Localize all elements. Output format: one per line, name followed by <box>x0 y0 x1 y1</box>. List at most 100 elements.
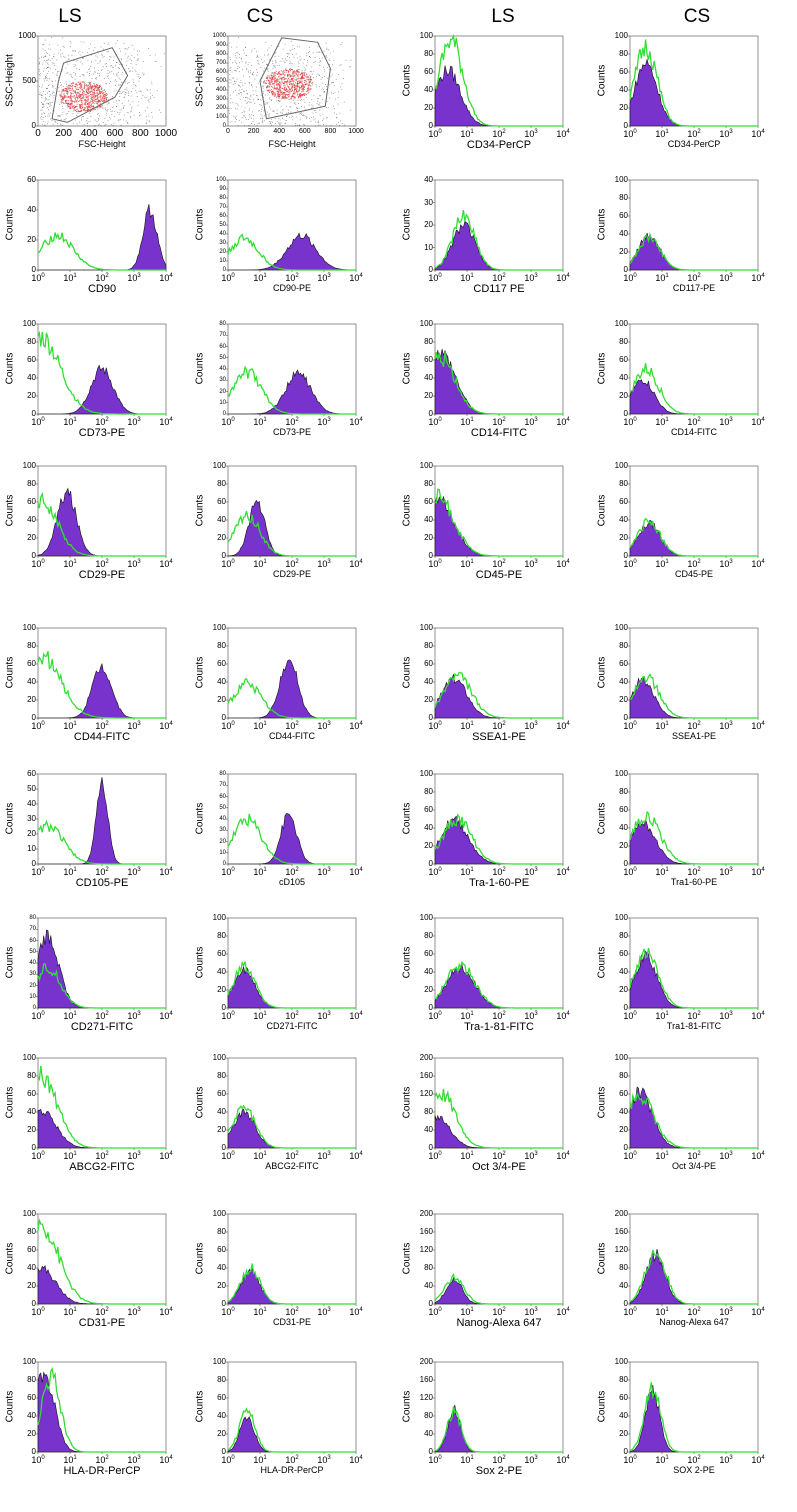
y-tick-label: 20 <box>619 985 628 994</box>
x-tick-label: 101 <box>460 417 474 427</box>
y-tick-label: 0 <box>428 713 433 722</box>
x-tick-label: 101 <box>655 559 669 569</box>
x-tick-label: 100 <box>221 559 235 569</box>
x-tick-label: 102 <box>285 721 299 731</box>
y-tick-label: 60 <box>219 213 226 219</box>
y-axis-label: Counts <box>194 352 206 385</box>
x-tick-label: 102 <box>687 1151 701 1161</box>
y-tick-label: 80 <box>619 1071 628 1080</box>
y-tick-label: 0 <box>623 1447 628 1456</box>
x-tick-label: 400 <box>80 128 98 139</box>
y-tick-label: 60 <box>27 355 36 364</box>
y-tick-label: 20 <box>619 391 628 400</box>
y-tick-label: 20 <box>217 985 226 994</box>
x-tick-label: 102 <box>687 129 701 139</box>
x-tick-label: 100 <box>221 867 235 877</box>
x-tick-label: 101 <box>460 129 474 139</box>
y-tick-label: 80 <box>619 479 628 488</box>
y-tick-label: 40 <box>619 1411 628 1420</box>
isotype-histogram <box>227 960 356 1009</box>
plot-svg: 100 101 102 103 104 <box>31 179 173 283</box>
x-tick-label: 102 <box>285 867 299 877</box>
x-tick-label: 100 <box>31 867 45 877</box>
histogram-panel: 100 101 102 103 104 0 20 40 60 80 100 Tra1-81-FITC C… <box>597 912 766 1031</box>
y-tick-label: 60 <box>27 1245 36 1254</box>
y-tick-label: 0 <box>428 1447 433 1456</box>
y-tick-label: 80 <box>619 193 628 202</box>
x-tick-label: 100 <box>221 1151 235 1161</box>
x-tick-label: 104 <box>751 867 765 877</box>
histogram-panel: 100 101 102 103 104 0 20 40 60 80 100 CD45-PE Counts <box>402 460 571 581</box>
y-axis-label: Counts <box>194 1086 206 1119</box>
plot-svg: 100 101 102 103 104 <box>31 465 173 569</box>
x-tick-label: 104 <box>751 1011 765 1021</box>
x-tick-label: 104 <box>349 1307 363 1317</box>
x-tick-label: 100 <box>31 1455 45 1465</box>
y-tick-label: 20 <box>619 1125 628 1134</box>
x-tick-label: 101 <box>63 1151 77 1161</box>
plot-svg: 100 101 102 103 104 <box>31 773 173 877</box>
y-tick-label: 600 <box>215 69 226 75</box>
x-tick-label: 100 <box>221 721 235 731</box>
x-tick-label: 101 <box>460 559 474 569</box>
y-tick-label: 0 <box>623 859 628 868</box>
stained-histogram <box>37 1371 166 1453</box>
y-axis-label: Counts <box>401 1390 413 1423</box>
x-axis-label: SSEA1-PE <box>671 731 717 741</box>
y-tick-label: 100 <box>22 319 36 328</box>
stained-histogram <box>228 659 356 719</box>
y-tick-label: 0 <box>428 551 433 560</box>
x-tick-label: 100 <box>623 721 637 731</box>
x-tick-label: 100 <box>428 1011 442 1021</box>
y-tick-label: 60 <box>619 805 628 814</box>
y-tick-label: 80 <box>217 1375 226 1384</box>
y-tick-label: 20 <box>27 829 36 838</box>
plot-svg: 100 101 102 103 104 <box>221 179 363 283</box>
plot-svg: 100 101 102 103 104 <box>221 1057 363 1161</box>
isotype-histogram <box>434 671 563 719</box>
histogram-panel: 100 101 102 103 104 0 20 40 60 80 100 Tra1-60-PE Cou… <box>597 768 766 887</box>
y-axis-label: Counts <box>596 1242 608 1275</box>
y-tick-label: 60 <box>424 67 433 76</box>
x-axis-label: CD271-FITC <box>266 1021 318 1031</box>
y-tick-label: 80 <box>219 195 226 201</box>
y-tick-label: 80 <box>619 1263 628 1272</box>
y-tick-label: 50 <box>219 354 226 361</box>
stained-histogram <box>629 379 758 415</box>
x-tick-label: 101 <box>655 417 669 427</box>
x-tick-label: 800 <box>132 128 149 139</box>
histogram-panel: 100 101 102 103 104 0 20 40 60 80 100 HLA-DR-PerCP C… <box>195 1356 364 1475</box>
x-axis-label: CD14-FITC <box>470 427 528 439</box>
x-tick-label: 101 <box>655 129 669 139</box>
y-tick-label: 40 <box>424 1429 433 1438</box>
x-tick-label: 101 <box>655 1307 669 1317</box>
isotype-histogram <box>434 209 563 271</box>
x-tick-label: 100 <box>623 559 637 569</box>
x-tick-label: 102 <box>687 1455 701 1465</box>
plot-svg: 100 101 102 103 104 <box>428 773 570 877</box>
y-tick-label: 0 <box>623 1003 628 1012</box>
y-tick-label: 160 <box>419 1227 433 1236</box>
isotype-histogram <box>227 1104 356 1149</box>
x-tick-label: 103 <box>127 1151 141 1161</box>
y-axis-label: Counts <box>401 802 413 835</box>
isotype-histogram <box>37 491 166 557</box>
plot-svg: 100 101 102 103 104 <box>428 465 570 569</box>
x-axis-label: FSC-Height <box>268 139 316 149</box>
x-tick-label: 800 <box>324 128 337 135</box>
plot-svg: 100 101 102 103 104 <box>623 323 765 427</box>
y-tick-label: 60 <box>424 355 433 364</box>
x-tick-label: 102 <box>95 1307 109 1317</box>
x-tick-label: 100 <box>31 721 45 731</box>
x-tick-label: 104 <box>751 559 765 569</box>
y-axis-label: Counts <box>401 946 413 979</box>
x-axis-label: Nanog-Alexa 647 <box>456 1317 542 1329</box>
isotype-histogram <box>434 960 563 1009</box>
y-tick-label: 20 <box>217 1281 226 1290</box>
y-tick-label: 300 <box>215 96 226 102</box>
y-tick-label: 60 <box>619 949 628 958</box>
histogram-panel: 100 101 102 103 104 0 20 40 60 80 100 SOX 2-PE Count… <box>597 1356 766 1475</box>
y-tick-label: 80 <box>217 641 226 650</box>
y-tick-label: 30 <box>219 377 226 384</box>
plot-svg: 100 101 102 103 104 <box>31 1057 173 1161</box>
